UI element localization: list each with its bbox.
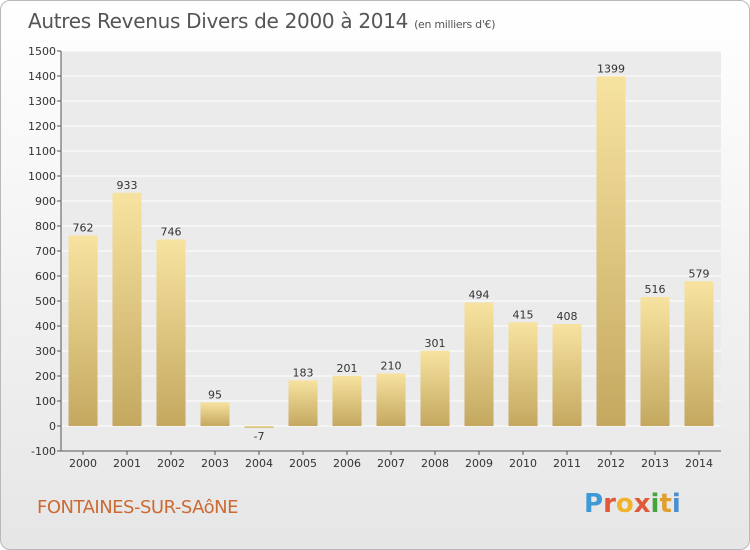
x-tick-label: 2002 — [157, 457, 185, 470]
y-tick-label: 300 — [35, 345, 56, 358]
x-tick-label: 2000 — [69, 457, 97, 470]
y-tick-label: 700 — [35, 245, 56, 258]
proxiti-logo: Proxiti — [584, 489, 681, 519]
bar — [684, 281, 714, 426]
data-label: 201 — [337, 362, 358, 375]
bar — [508, 322, 538, 426]
x-tick-label: 2013 — [641, 457, 669, 470]
bar — [552, 324, 582, 426]
y-tick-label: 600 — [35, 270, 56, 283]
y-tick-label: 1400 — [28, 70, 56, 83]
logo-letter: x — [633, 489, 651, 519]
y-tick-label: 100 — [35, 395, 56, 408]
x-tick-label: 2007 — [377, 457, 405, 470]
data-label: 516 — [645, 283, 666, 296]
bar — [288, 380, 318, 426]
y-tick-label: 1500 — [28, 45, 56, 58]
logo-letter: t — [659, 489, 672, 519]
bar — [332, 375, 362, 426]
data-label: 579 — [689, 267, 710, 280]
x-tick-label: 2001 — [113, 457, 141, 470]
logo-letter: i — [671, 489, 681, 519]
x-tick-label: 2014 — [685, 457, 713, 470]
data-label: 210 — [381, 360, 402, 373]
y-tick-label: 800 — [35, 220, 56, 233]
commune-name: FONTAINES-SUR-SAôNE — [37, 497, 238, 518]
x-tick-label: 2008 — [421, 457, 449, 470]
y-tick-label: 1300 — [28, 95, 56, 108]
data-label: 494 — [469, 289, 490, 302]
x-tick-label: 2006 — [333, 457, 361, 470]
y-tick-label: 1100 — [28, 145, 56, 158]
data-label: 1399 — [597, 62, 625, 75]
data-label: -7 — [254, 430, 265, 443]
x-tick-label: 2010 — [509, 457, 537, 470]
bar — [112, 192, 142, 426]
bar — [420, 350, 450, 426]
data-label: 95 — [208, 388, 222, 401]
x-tick-label: 2009 — [465, 457, 493, 470]
logo-letter: r — [603, 489, 616, 519]
data-label: 762 — [73, 222, 94, 235]
x-tick-label: 2005 — [289, 457, 317, 470]
y-tick-label: 400 — [35, 320, 56, 333]
bar — [68, 235, 98, 426]
y-tick-label: 1200 — [28, 120, 56, 133]
data-label: 933 — [117, 179, 138, 192]
y-tick-label: -100 — [31, 445, 56, 458]
bar — [596, 76, 626, 426]
y-tick-label: 0 — [49, 420, 56, 433]
bar — [464, 302, 494, 426]
y-tick-label: 900 — [35, 195, 56, 208]
bar — [376, 373, 406, 426]
data-label: 301 — [425, 337, 446, 350]
y-tick-label: 500 — [35, 295, 56, 308]
logo-letter: P — [584, 489, 604, 519]
chart-subtitle: (en milliers d'€) — [414, 18, 496, 31]
logo-letter: i — [650, 489, 660, 519]
x-tick-label: 2012 — [597, 457, 625, 470]
bar — [200, 402, 230, 426]
data-label: 415 — [513, 308, 534, 321]
x-tick-label: 2011 — [553, 457, 581, 470]
chart-title: Autres Revenus Divers de 2000 à 2014 (en … — [28, 9, 496, 33]
data-label: 746 — [161, 226, 182, 239]
data-label: 408 — [557, 310, 578, 323]
logo-letter: o — [615, 489, 634, 519]
bar — [640, 297, 670, 426]
y-tick-label: 200 — [35, 370, 56, 383]
data-label: 183 — [293, 366, 314, 379]
x-tick-label: 2003 — [201, 457, 229, 470]
bar — [156, 239, 186, 426]
x-tick-label: 2004 — [245, 457, 273, 470]
title-text: Autres Revenus Divers de 2000 à 2014 — [28, 9, 409, 33]
bar — [244, 426, 274, 428]
y-tick-label: 1000 — [28, 170, 56, 183]
